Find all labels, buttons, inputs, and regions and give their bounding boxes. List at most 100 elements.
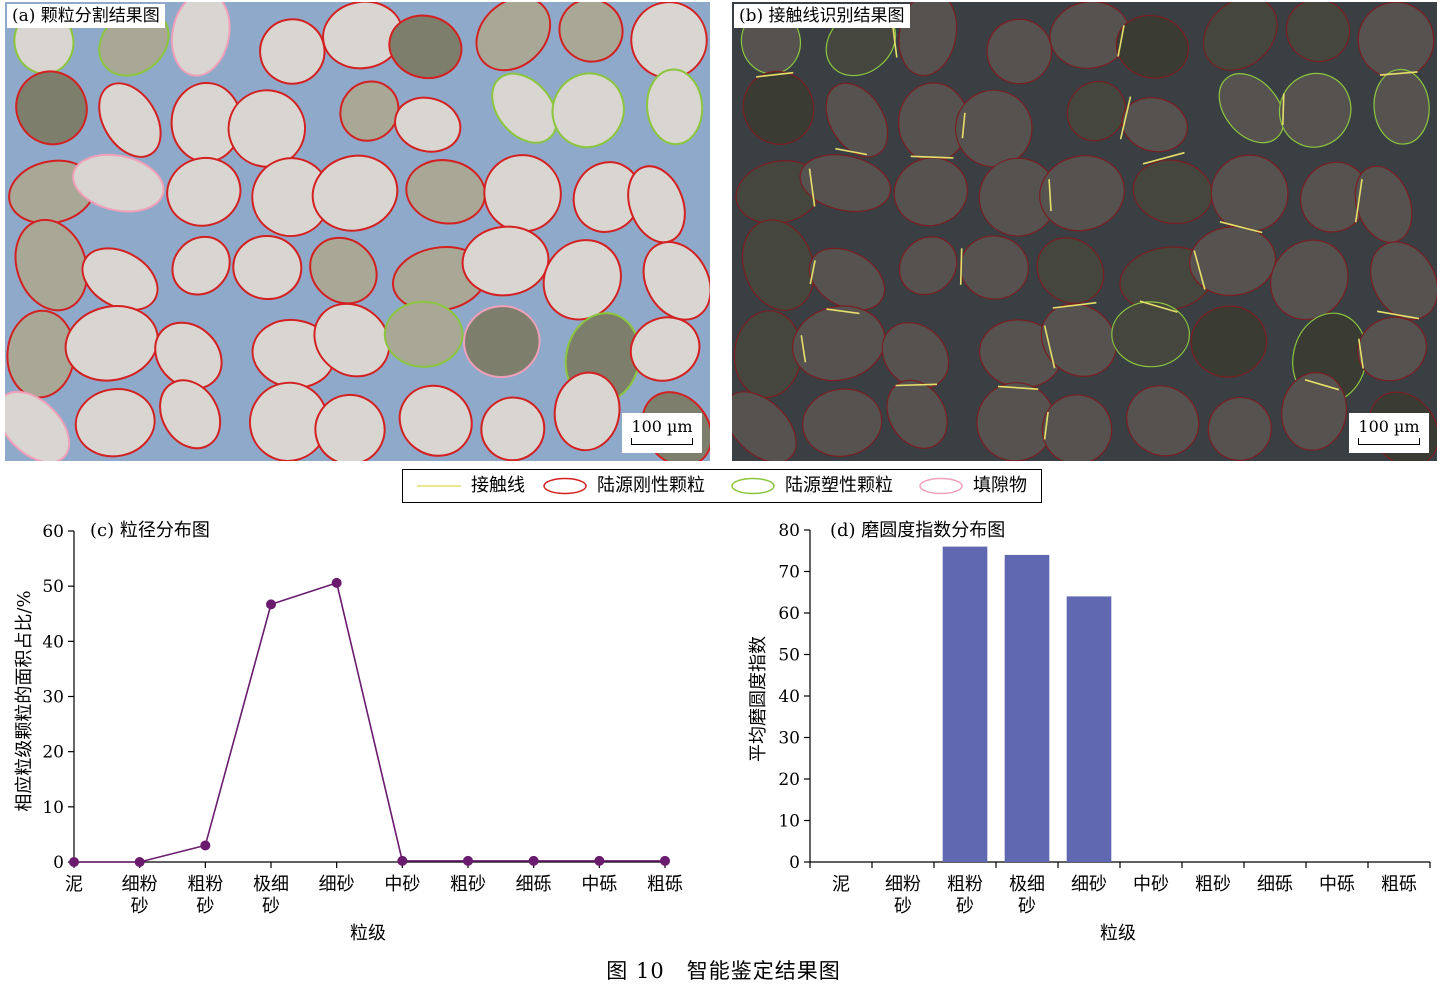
scale-bar-a-text: 100 µm [631, 417, 693, 436]
grain-outline [5, 390, 71, 461]
grain-outline [1373, 68, 1430, 145]
grain-outline [383, 300, 464, 368]
grain-outline [898, 236, 958, 296]
contact-line [835, 147, 868, 156]
grain-outline [1202, 2, 1278, 71]
contact-line [1193, 250, 1206, 290]
scale-bar-a-line [631, 438, 693, 445]
y-tick-label: 40 [42, 632, 64, 652]
contact-line [1119, 96, 1132, 140]
y-tick-label: 30 [42, 688, 64, 708]
bar [1004, 554, 1050, 862]
grain-outline [72, 153, 165, 213]
contact-line [895, 383, 938, 387]
grain-outline [898, 2, 958, 77]
grain-outline [64, 305, 159, 382]
legend-label-contact-line: 接触线 [471, 475, 525, 496]
contact-line [1354, 178, 1363, 223]
contact-line [961, 112, 966, 139]
data-point [69, 857, 79, 867]
y-tick-label: 30 [778, 729, 800, 749]
contact-line [826, 308, 860, 315]
data-point [528, 855, 539, 866]
scale-bar-b-text: 100 µm [1358, 417, 1420, 436]
grain-outline [1218, 73, 1285, 144]
grain-outline [642, 241, 710, 321]
grain-outline [159, 379, 222, 450]
scale-bar-b: 100 µm [1349, 413, 1429, 453]
legend-label-rigid-grain: 陆源刚性颗粒 [597, 475, 705, 496]
segmentation-micrograph: (a) 颗粒分割结果图 100 µm [5, 2, 710, 461]
chart-c-marks [69, 577, 670, 867]
contact-line [1043, 411, 1049, 440]
grain-outline [74, 388, 156, 458]
data-point [266, 599, 276, 610]
contact-line [800, 335, 807, 363]
chart-d-marks [942, 546, 1112, 862]
chart-c-xlabel: 粒级 [350, 923, 386, 944]
grain-outline [480, 396, 546, 461]
data-point [134, 857, 145, 867]
contact-line [1142, 151, 1185, 165]
scale-bar-b-line [1358, 438, 1420, 445]
grain-outline [1278, 72, 1352, 148]
legend-label-plastic-grain: 陆源塑性颗粒 [785, 475, 893, 496]
contact-line [1219, 221, 1263, 234]
grain-outline [1041, 394, 1113, 461]
grain-outline [98, 82, 162, 158]
grain-outline [886, 379, 948, 449]
x-tick-label: 细砂 [319, 874, 355, 895]
grain-outline [475, 2, 552, 72]
grain-outline [1036, 237, 1105, 304]
grain-outline [259, 18, 326, 85]
data-point [397, 855, 408, 866]
y-tick-label: 50 [778, 646, 800, 666]
grain-outline [1132, 159, 1213, 225]
grain-outline [483, 154, 562, 233]
grain-outline [314, 393, 386, 461]
x-tick-label: 粗粉砂 [947, 874, 983, 917]
grain-outline [1039, 155, 1125, 232]
y-tick-label: 10 [42, 798, 64, 818]
y-tick-label: 70 [778, 563, 800, 583]
contact-line [1282, 93, 1285, 126]
x-tick-label: 粗砂 [1195, 874, 1231, 895]
y-tick-label: 0 [53, 853, 64, 873]
x-tick-label: 细砂 [1071, 874, 1107, 895]
grain-outline [232, 234, 303, 301]
scale-bar-a: 100 µm [622, 413, 702, 453]
y-tick-label: 0 [789, 853, 800, 873]
grain-outline [339, 80, 400, 142]
segmentation-overlay [5, 2, 710, 461]
grain-outline [542, 239, 622, 321]
y-tick-label: 60 [42, 522, 64, 542]
contact-line [756, 71, 794, 78]
grain-outline [166, 156, 242, 227]
grain-outline [741, 219, 815, 311]
chart-d-xlabel: 粒级 [1100, 923, 1136, 944]
contact-line-micrograph: (b) 接触线识别结果图 100 µm [732, 2, 1437, 461]
x-tick-label: 极细砂 [253, 874, 289, 917]
y-tick-label: 60 [778, 604, 800, 624]
grain-outline [986, 18, 1053, 85]
grain-outline [954, 89, 1033, 168]
grain-outline [388, 14, 463, 80]
grain-outline [1357, 316, 1427, 382]
chart-c-title: (c) 粒径分布图 [90, 520, 210, 541]
x-tick-label: 细砾 [516, 874, 552, 895]
grain-outline [881, 322, 950, 390]
x-tick-label: 泥 [832, 874, 850, 895]
grain-outline [558, 2, 624, 63]
y-tick-label: 10 [778, 812, 800, 832]
grain-outline [15, 70, 88, 146]
legend: 接触线 陆源刚性颗粒 陆源塑性颗粒 填隙物 [402, 469, 1042, 503]
grain-outline [463, 305, 541, 379]
grain-outline [732, 391, 797, 461]
grain-outline [170, 2, 231, 77]
grain-outline [791, 305, 886, 382]
grain-outline [629, 316, 701, 382]
grain-outline [1066, 80, 1127, 142]
legend-ellipse-swatch [543, 477, 587, 495]
